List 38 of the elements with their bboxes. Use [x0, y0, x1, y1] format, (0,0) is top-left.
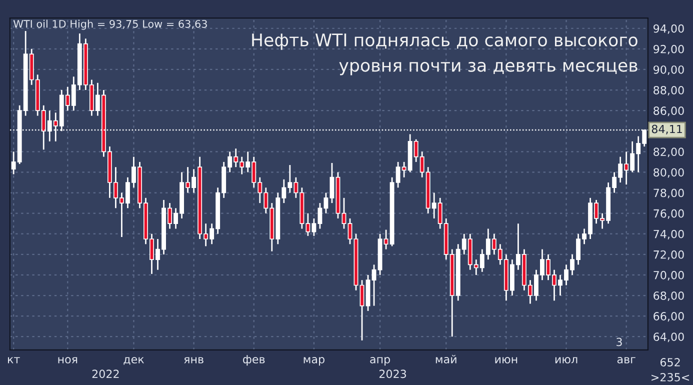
x-tick-label: фев	[243, 355, 265, 366]
annotation: 3	[616, 338, 622, 346]
candlestick	[372, 264, 376, 306]
y-tick-label: 76,00	[654, 209, 684, 219]
y-tick-label: 74,00	[654, 230, 684, 240]
y-tick-label: 72,00	[654, 250, 684, 260]
text: Нефть WTI поднялась до самого высокого уровня почти за девять месяцев	[252, 34, 638, 76]
y-tick-label: 64,00	[654, 332, 684, 342]
text: 2022	[92, 370, 119, 378]
x-tick-label: дек	[124, 357, 144, 365]
text: >235<	[652, 372, 690, 382]
y-tick-label: 94,00	[654, 24, 684, 34]
x-tick-label: кт	[8, 357, 20, 364]
y-tick-label: 90,00	[654, 65, 684, 75]
x-tick-label: янв	[184, 357, 204, 364]
y-tick-label: 78,00	[654, 188, 684, 198]
x-tick-label: мар	[304, 357, 324, 366]
chart-subtitle: WTI oil 1D High = 93,75 Low = 63,63	[14, 20, 207, 30]
y-tick-label: 68,00	[654, 291, 684, 302]
x-tick-label: авг	[617, 357, 636, 364]
x-tick-label: май	[436, 354, 456, 364]
x-tick-label: ноя	[58, 357, 78, 364]
y-tick-label: 66,00	[654, 312, 684, 322]
y-tick-label: 88,00	[654, 86, 684, 96]
y-tick-label: 70,00	[654, 270, 684, 280]
y-tick-label: 80,00	[654, 168, 684, 178]
text: 652	[660, 358, 680, 366]
candlestick	[330, 162, 334, 204]
x-tick-label: июн	[495, 357, 518, 364]
candlestick	[348, 218, 352, 245]
candlestick	[342, 197, 346, 230]
ref-line-label: 84,11	[652, 124, 682, 134]
text: 2023	[379, 370, 406, 378]
x-tick-label: июл	[555, 357, 578, 364]
y-tick-label: 92,00	[654, 44, 684, 54]
y-tick-label: 86,00	[654, 106, 684, 116]
y-tick-label: 82,00	[654, 148, 684, 158]
x-tick-label: апр	[370, 357, 390, 366]
